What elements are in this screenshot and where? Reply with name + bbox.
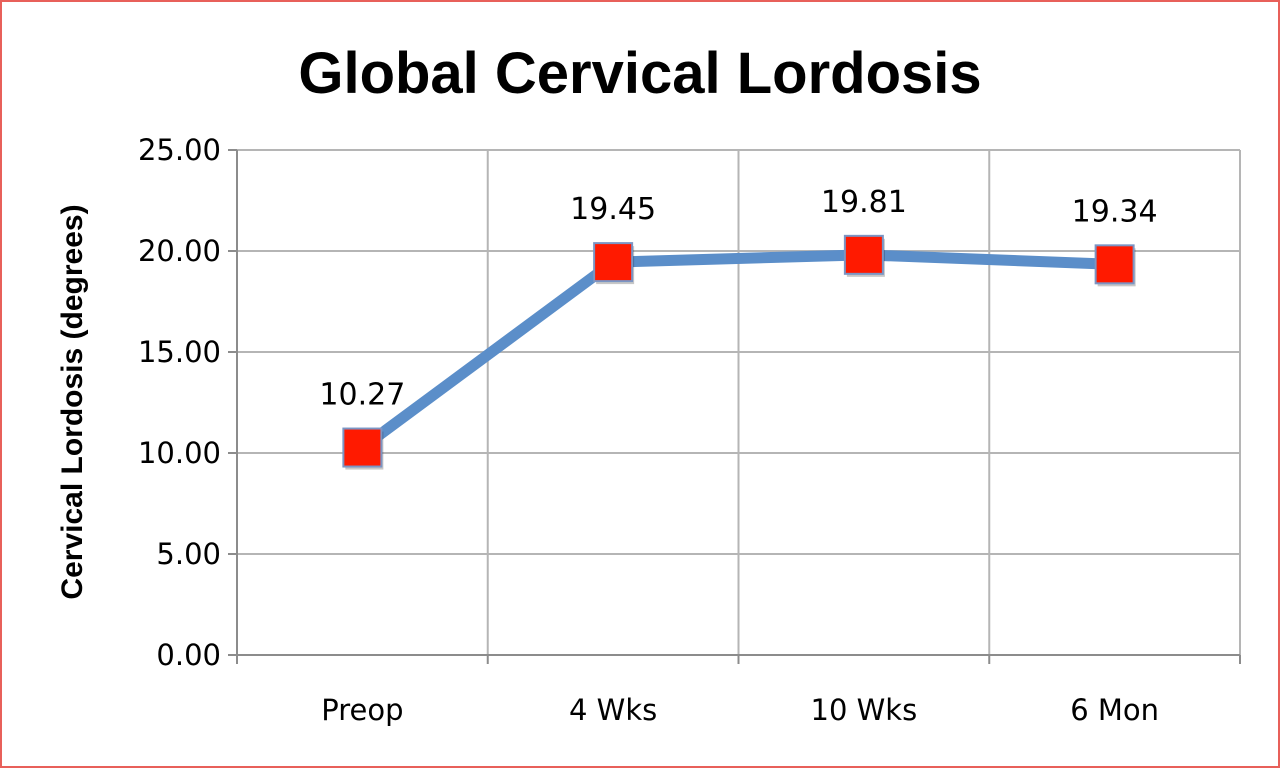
data-label: 19.45 (570, 192, 656, 227)
y-tick-label: 20.00 (138, 234, 221, 268)
x-tick-label: Preop (321, 693, 403, 727)
y-tick-label: 25.00 (138, 133, 221, 167)
y-tick-label: 0.00 (156, 638, 221, 672)
data-point-marker (593, 242, 634, 283)
series-line (359, 249, 1115, 452)
x-tick-labels: Preop 4 Wks 10 Wks 6 Mon (321, 693, 1159, 727)
data-point-marker (1094, 244, 1135, 285)
x-tick-label: 10 Wks (811, 693, 918, 727)
gridlines (237, 149, 1241, 655)
x-tick-label: 6 Mon (1070, 693, 1159, 727)
x-tick-label: 4 Wks (569, 693, 657, 727)
axes (228, 149, 1241, 664)
data-point-marker (342, 427, 383, 468)
y-tick-labels: 0.00 5.00 10.00 15.00 20.00 25.00 (138, 133, 221, 672)
y-axis-label: Cervical Lordosis (degrees) (56, 204, 89, 599)
y-tick-label: 15.00 (138, 335, 221, 369)
data-label: 19.81 (821, 185, 907, 220)
chart-title: Global Cervical Lordosis (298, 41, 981, 106)
data-label: 10.27 (319, 378, 405, 413)
data-label: 19.34 (1072, 194, 1158, 229)
data-labels: 10.27 19.45 19.81 19.34 (319, 185, 1157, 413)
data-point-marker (843, 234, 884, 275)
y-tick-label: 5.00 (156, 537, 221, 571)
data-series (342, 234, 1136, 470)
y-tick-label: 10.00 (138, 436, 221, 470)
